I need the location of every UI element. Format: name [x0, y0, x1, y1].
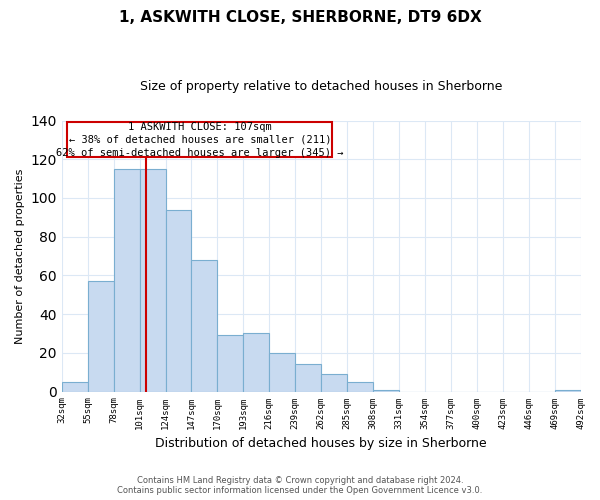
Bar	[269, 353, 295, 392]
Bar	[113, 169, 140, 392]
Bar	[554, 390, 581, 392]
Text: 1, ASKWITH CLOSE, SHERBORNE, DT9 6DX: 1, ASKWITH CLOSE, SHERBORNE, DT9 6DX	[119, 10, 481, 25]
Bar	[191, 260, 217, 392]
FancyBboxPatch shape	[67, 122, 332, 158]
Bar	[295, 364, 321, 392]
Bar	[88, 281, 113, 392]
Bar	[217, 336, 244, 392]
Bar	[347, 382, 373, 392]
Title: Size of property relative to detached houses in Sherborne: Size of property relative to detached ho…	[140, 80, 502, 93]
Bar	[321, 374, 347, 392]
Bar	[166, 210, 191, 392]
Text: Contains HM Land Registry data © Crown copyright and database right 2024.
Contai: Contains HM Land Registry data © Crown c…	[118, 476, 482, 495]
X-axis label: Distribution of detached houses by size in Sherborne: Distribution of detached houses by size …	[155, 437, 487, 450]
Y-axis label: Number of detached properties: Number of detached properties	[15, 168, 25, 344]
Bar	[244, 334, 269, 392]
Bar	[140, 169, 166, 392]
Text: 1 ASKWITH CLOSE: 107sqm
← 38% of detached houses are smaller (211)
62% of semi-d: 1 ASKWITH CLOSE: 107sqm ← 38% of detache…	[56, 122, 344, 158]
Bar	[373, 390, 399, 392]
Bar	[62, 382, 88, 392]
